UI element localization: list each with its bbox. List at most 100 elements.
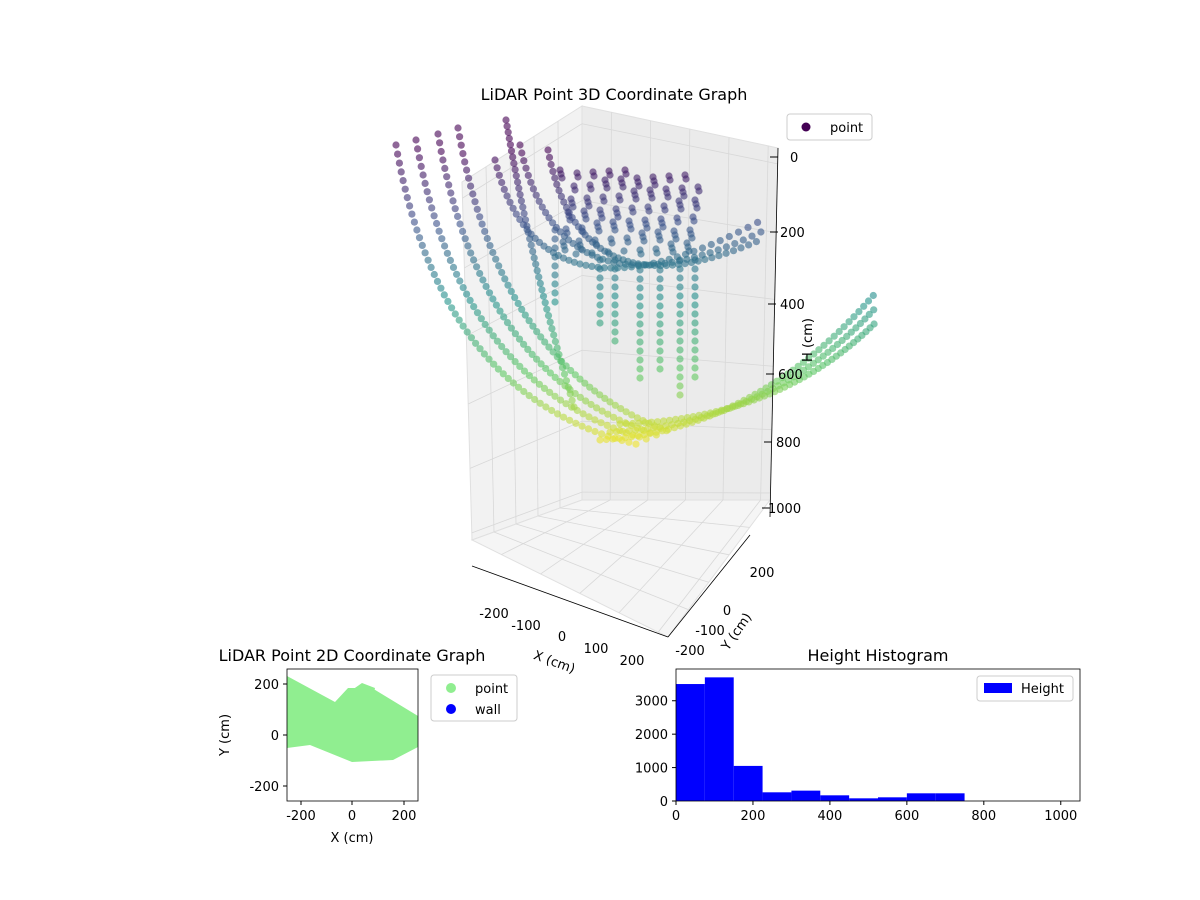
point-3d — [459, 150, 467, 158]
point-3d — [506, 141, 514, 149]
legend-3d-marker — [801, 122, 811, 132]
point-3d — [453, 270, 461, 278]
point-3d — [551, 262, 559, 270]
point-3d — [548, 325, 556, 333]
point-3d — [648, 194, 656, 202]
point-3d — [691, 355, 699, 363]
point-3d — [653, 249, 661, 257]
point-3d — [512, 210, 520, 218]
point-3d — [691, 301, 699, 309]
point-3d — [865, 310, 873, 318]
point-3d — [656, 236, 664, 244]
x-axis-label-2d: X (cm) — [331, 831, 374, 846]
point-3d — [526, 235, 534, 243]
histogram-bar — [762, 792, 792, 801]
point-3d — [495, 262, 503, 270]
point-3d — [715, 252, 723, 260]
histogram-bar — [820, 795, 850, 801]
point-3d — [584, 425, 593, 433]
point-3d — [636, 338, 644, 346]
point-3d — [555, 186, 563, 195]
point-3d — [676, 382, 684, 390]
point-3d — [425, 196, 433, 204]
point-3d — [524, 345, 532, 353]
point-3d — [520, 387, 528, 396]
point-3d — [473, 205, 481, 213]
point-3d — [593, 404, 601, 412]
point-3d — [567, 366, 575, 375]
point-3d — [614, 213, 622, 221]
y-tick-label: 0 — [723, 604, 731, 619]
point-3d — [569, 203, 577, 211]
x-tick-label: 0 — [558, 630, 566, 645]
point-3d — [485, 289, 494, 297]
point-3d — [682, 175, 690, 183]
point-3d — [784, 370, 792, 378]
point-3d — [502, 116, 510, 124]
point-3d — [691, 364, 699, 372]
grid-line-3d — [493, 531, 689, 610]
point-3d — [529, 322, 537, 330]
point-3d — [530, 376, 538, 384]
x-tick-label-2d: 200 — [392, 809, 417, 824]
point-3d — [574, 173, 582, 181]
y-tick-label-2d: 200 — [254, 678, 279, 693]
point-3d — [619, 427, 627, 435]
point-3d — [476, 213, 484, 221]
point-3d — [611, 310, 619, 318]
point-3d — [427, 263, 435, 271]
point-3d — [489, 332, 497, 340]
point-3d — [636, 293, 644, 301]
point-3d — [731, 240, 739, 248]
point-3d — [538, 203, 546, 211]
point-3d — [855, 308, 863, 316]
point-3d — [470, 256, 478, 264]
point-3d — [636, 302, 644, 310]
point-3d — [676, 328, 684, 336]
point-3d — [551, 280, 559, 288]
x-tick-label-2d: 0 — [348, 809, 356, 824]
histogram-bar — [849, 798, 878, 801]
point-3d — [489, 248, 497, 257]
point-3d — [628, 411, 636, 419]
point-3d — [603, 421, 611, 429]
point-3d — [676, 373, 684, 381]
point-3d — [596, 319, 604, 327]
point-3d — [532, 260, 540, 268]
point-3d — [625, 427, 633, 435]
point-3d — [656, 347, 664, 355]
chart-3d-title: LiDAR Point 3D Coordinate Graph — [481, 85, 748, 104]
histogram-y-tick-label: 0 — [660, 795, 668, 810]
point-3d — [606, 398, 614, 406]
z-tick-label: 1000 — [768, 502, 801, 517]
point-3d — [441, 242, 449, 250]
point-3d — [566, 416, 574, 424]
point-3d — [493, 164, 501, 172]
legend-histogram-label: Height — [1021, 682, 1064, 697]
point-3d — [523, 222, 531, 230]
point-3d — [664, 193, 672, 201]
z-tick-label: 0 — [790, 151, 798, 166]
point-3d — [473, 309, 482, 317]
point-3d — [661, 206, 669, 214]
histogram-y-tick-label: 2000 — [635, 728, 668, 743]
point-3d — [617, 405, 625, 413]
point-3d — [659, 223, 667, 231]
point-3d — [596, 436, 604, 444]
point-3d — [551, 289, 559, 297]
point-3d — [408, 210, 416, 218]
point-3d — [531, 395, 539, 404]
point-3d — [660, 417, 668, 425]
y-tick-label: -200 — [675, 644, 705, 659]
chart-2d-title: LiDAR Point 2D Coordinate Graph — [219, 646, 486, 665]
y-ticks-2d: 200 0 -200 — [249, 678, 287, 795]
point-3d — [548, 406, 556, 415]
point-3d — [596, 310, 604, 318]
point-3d — [457, 141, 465, 149]
point-3d — [656, 365, 664, 373]
legend-2d: point wall — [430, 674, 518, 722]
histogram-x-tick-label: 400 — [817, 809, 842, 824]
chart-3d: LiDAR Point 3D Coordinate Graph 0 200 40… — [392, 85, 878, 677]
point-3d — [701, 410, 709, 418]
